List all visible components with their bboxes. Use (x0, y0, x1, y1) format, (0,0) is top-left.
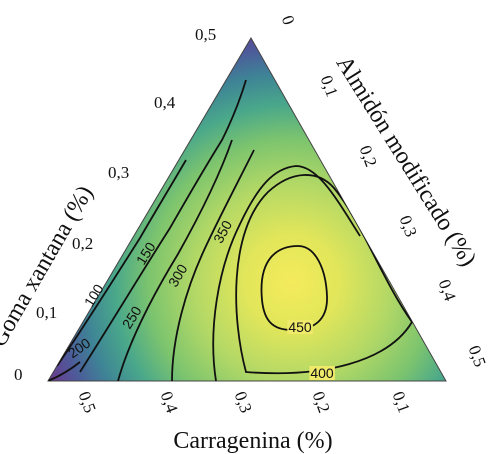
contour-line-150 (79, 79, 247, 373)
right-tick-label: 0,4 (435, 277, 460, 304)
left-tick-label: 0,3 (108, 163, 129, 182)
contour-line-450 (260, 245, 328, 331)
contour-line-350 (212, 165, 361, 381)
contour-line-100 (56, 159, 187, 367)
left-tick-label: 0,5 (195, 25, 216, 44)
right-tick-label: 0 (278, 13, 299, 27)
contour-line-250 (117, 139, 233, 381)
bottom-tick-label: 0,2 (309, 389, 334, 415)
bottom-tick-label: 0,1 (389, 389, 414, 415)
bottom-axis-title: Carragenina (%) (173, 428, 332, 454)
contour-label-400: 400 (310, 365, 334, 381)
contour-label-450: 450 (288, 319, 312, 335)
bottom-axis-ticks: 0,5 0,4 0,3 0,2 0,1 (75, 389, 414, 416)
left-tick-label: 0,2 (72, 234, 93, 253)
left-tick-label: 0 (14, 365, 23, 384)
contour-label-bg (287, 320, 313, 334)
contour-label-bg (309, 366, 335, 380)
left-tick-label: 0,1 (36, 303, 57, 322)
contour-line-300 (171, 149, 255, 381)
contour-line-400 (235, 174, 414, 375)
bottom-tick-label: 0,3 (231, 389, 256, 415)
right-tick-label: 0,3 (396, 213, 421, 239)
right-tick-label: 0,2 (356, 143, 381, 169)
bottom-tick-label: 0,5 (75, 389, 100, 415)
contour-line-200 (48, 361, 81, 381)
left-axis-ticks: 0 0,1 0,2 0,3 0,4 0,5 (14, 25, 216, 384)
left-tick-label: 0,4 (154, 93, 176, 112)
right-tick-label: 0,5 (465, 343, 490, 369)
bottom-tick-label: 0,4 (157, 389, 182, 416)
contour-lines (48, 79, 414, 381)
